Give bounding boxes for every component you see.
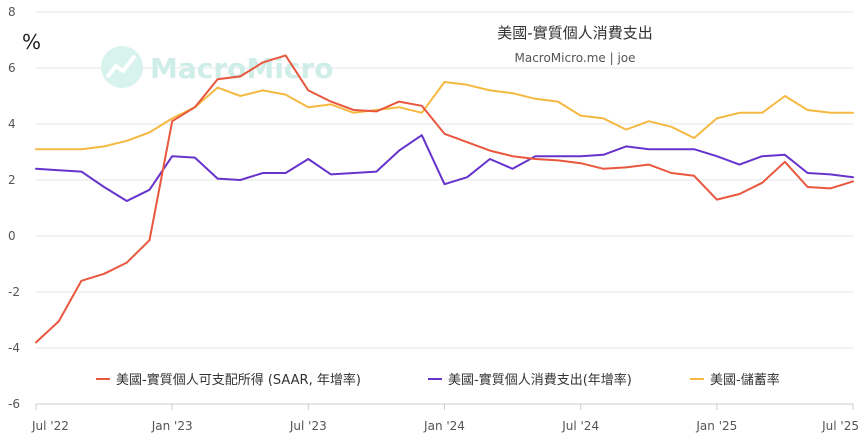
x-tick-label: Jan '23 (151, 419, 193, 433)
series-layer (35, 54, 854, 344)
y-tick-label: 2 (8, 173, 16, 187)
watermark-text: MacroMicro (150, 52, 334, 85)
y-tick-label: 0 (8, 229, 16, 243)
chart-subtitle: MacroMicro.me | joe (514, 51, 635, 65)
x-tick-label: Jan '25 (695, 419, 737, 433)
legend-item-0[interactable]: 美國-實質個人可支配所得 (SAAR, 年增率) (96, 372, 361, 388)
y-tick-label: -2 (8, 285, 20, 299)
chart-title: 美國-實質個人消費支出 (497, 24, 652, 42)
legend: 美國-實質個人可支配所得 (SAAR, 年增率) 美國-實質個人消費支出(年增率)… (96, 372, 780, 388)
x-tick-label: Jul '24 (561, 419, 599, 433)
series-line-0 (35, 54, 854, 344)
legend-item-2[interactable]: 美國-儲蓄率 (690, 372, 780, 388)
y-tick-label: -6 (8, 397, 20, 411)
watermark: MacroMicro (101, 46, 334, 88)
x-tick-label: Jan '24 (423, 419, 465, 433)
x-tick-label: Jul '23 (289, 419, 327, 433)
legend-item-1[interactable]: 美國-實質個人消費支出(年增率) (428, 372, 632, 388)
y-tick-label: 6 (8, 61, 16, 75)
legend-label: 美國-實質個人消費支出(年增率) (448, 372, 632, 388)
y-tick-label: -4 (8, 341, 20, 355)
legend-label: 美國-儲蓄率 (710, 372, 780, 388)
watermark-logo-chart-icon (106, 55, 136, 78)
legend-label: 美國-實質個人可支配所得 (SAAR, 年增率) (116, 372, 361, 388)
series-line-1 (35, 134, 854, 202)
watermark-logo-icon (101, 46, 143, 88)
axis-layer: 8 6 4 2 0 -2 -4 -6 Jul '22 Jan '23 Jul '23 Jan '24 J… (8, 5, 859, 433)
x-tick-label: Jul '25 (821, 419, 859, 433)
y-unit-label: % (22, 30, 41, 54)
y-tick-label: 8 (8, 5, 16, 19)
x-tick-label: Jul '22 (31, 419, 69, 433)
y-tick-label: 4 (8, 117, 16, 131)
series-line-2 (35, 81, 854, 151)
